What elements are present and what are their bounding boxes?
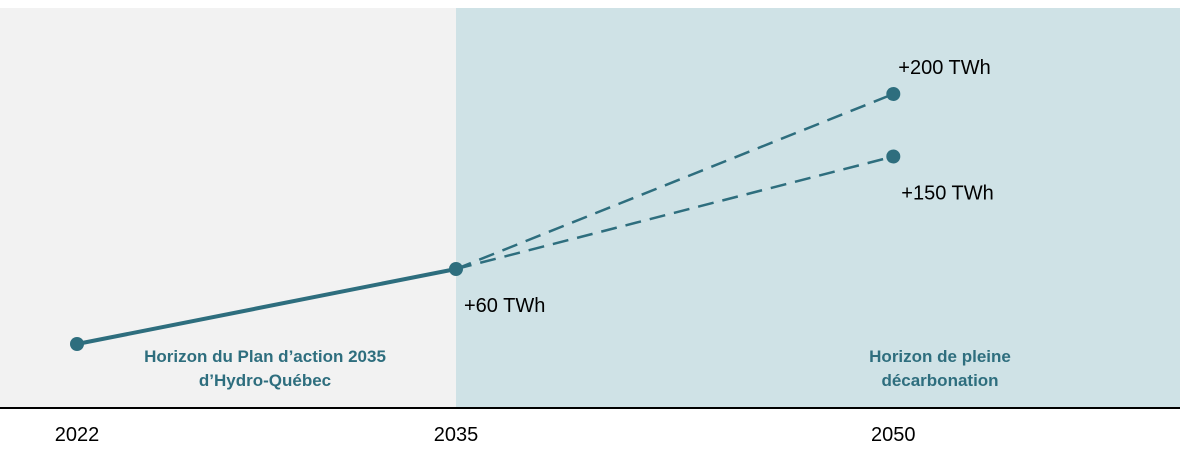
point-label-2: +200 TWh <box>898 57 990 79</box>
data-point-2035-60 <box>449 262 463 276</box>
series-line-2 <box>455 92 894 271</box>
x-tick-label-2050: 2050 <box>871 424 916 446</box>
data-point-2022-0 <box>70 337 84 351</box>
region-bg-2 <box>456 8 1180 408</box>
region-label-1-line-1: Horizon du Plan d’action 2035 <box>144 347 386 366</box>
point-label-3: +150 TWh <box>901 183 993 205</box>
x-tick-label-2035: 2035 <box>434 424 479 446</box>
series-line-1 <box>76 267 457 346</box>
series-line-3 <box>455 155 894 271</box>
data-point-2050-150 <box>886 149 901 164</box>
region-label-2-line-2: décarbonation <box>881 371 998 390</box>
region-label-2-line-1: Horizon de pleine <box>869 347 1011 366</box>
point-label-1: +60 TWh <box>464 295 545 317</box>
region-label-1-line-2: d’Hydro-Québec <box>199 371 331 390</box>
data-point-2050-200 <box>886 87 901 101</box>
x-tick-label-2022: 2022 <box>55 424 100 446</box>
